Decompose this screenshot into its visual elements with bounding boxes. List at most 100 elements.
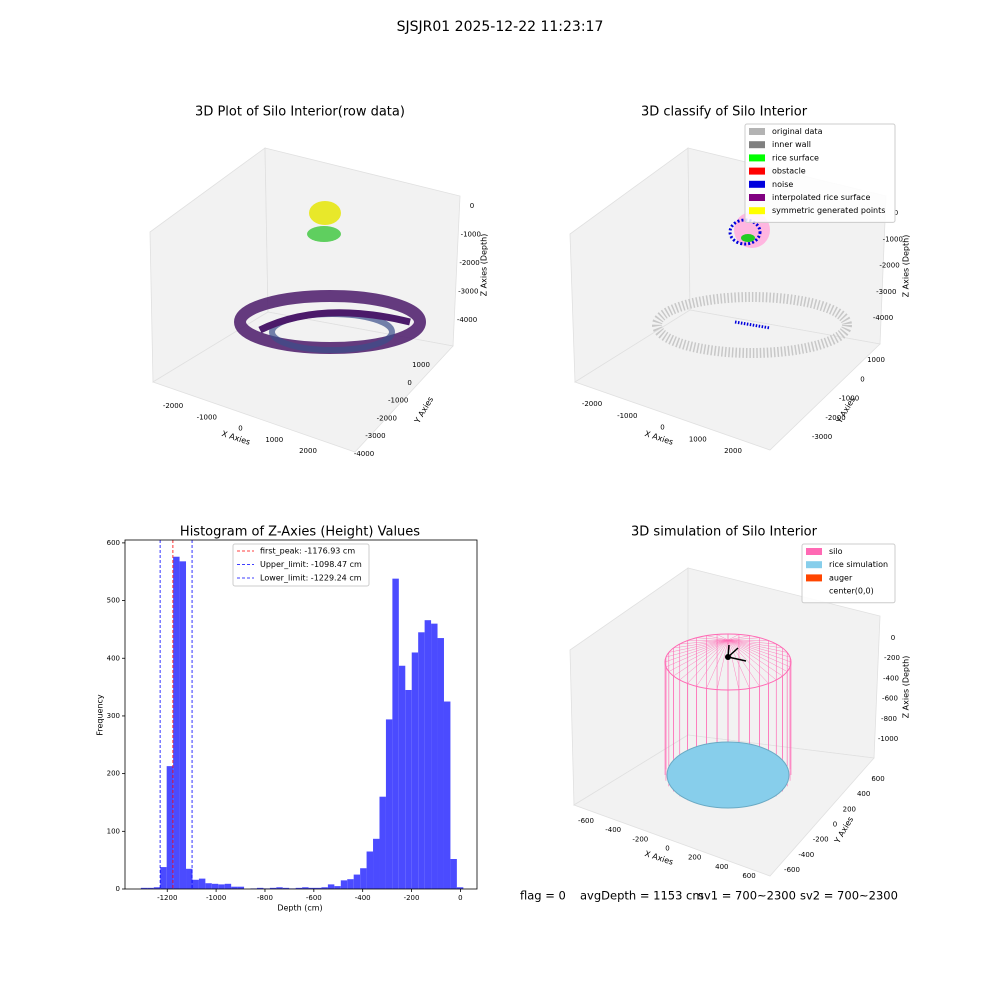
histogram-bar: [360, 868, 367, 889]
silo-wire: [668, 639, 729, 653]
x-tick-label: -2000: [582, 400, 602, 408]
y-tick-label: -2000: [377, 414, 397, 422]
x-tick-label: 200: [688, 854, 701, 862]
z-tick-label: -4000: [457, 316, 477, 324]
histogram-bar: [237, 886, 245, 889]
legend-label: noise: [772, 180, 793, 189]
silo-wire: [727, 639, 777, 645]
silo-wire: [696, 637, 729, 641]
histogram-bar: [269, 887, 277, 889]
silo-wire: [673, 639, 729, 649]
y-tick-label: 400: [857, 790, 870, 798]
y-tick-label: 500: [107, 597, 120, 605]
legend-box: [232, 543, 370, 587]
z-tick-label: -4000: [873, 314, 893, 322]
legend-swatch: [806, 548, 822, 555]
silo-wire: [673, 639, 729, 677]
z-tick-label: 0: [891, 634, 895, 642]
histogram-bar: [192, 879, 199, 889]
legend-swatch: [806, 574, 822, 582]
legend-label: interpolated rice surface: [772, 193, 870, 202]
legend-label: Lower_limit: -1229.24 cm: [260, 574, 362, 583]
silo-wire: [727, 637, 760, 641]
x-tick-label: 0: [458, 894, 462, 902]
axis-label: Z Axies (Depth): [902, 656, 911, 719]
legend-swatch: [806, 561, 822, 569]
histogram-bar: [405, 689, 412, 889]
y-tick-label: 400: [107, 654, 120, 662]
histogram-bar: [166, 766, 174, 889]
histogram-bar: [379, 796, 386, 889]
x-tick-label: 2000: [299, 447, 317, 455]
legend-label: symmetric generated points: [772, 206, 885, 215]
z-tick-label: -2000: [879, 262, 899, 270]
x-tick-label: 0: [660, 424, 664, 432]
y-tick-label: -1000: [839, 395, 859, 403]
silo-wire: [727, 634, 740, 641]
x-tick-label: 0: [238, 425, 242, 433]
histogram-bar: [431, 623, 438, 889]
x-tick-label: -600: [578, 817, 594, 825]
y-tick-label: -4000: [354, 450, 374, 458]
silo-wire: [664, 633, 792, 691]
point-cloud: [258, 309, 411, 334]
axis-label: Z Axies (Depth): [480, 234, 489, 297]
auger: [727, 656, 747, 662]
subplot-title: 3D simulation of Silo Interior: [631, 525, 818, 540]
x-tick-label: 400: [715, 863, 728, 871]
legend-swatch: [749, 167, 765, 175]
silo-wire: [727, 639, 791, 668]
x-axis-label: Depth (cm): [277, 904, 322, 913]
silo-wire: [687, 639, 729, 641]
y-tick-label: -400: [798, 851, 814, 859]
y-tick-label: 1000: [867, 356, 885, 364]
histogram-bar: [308, 887, 315, 889]
z-tick-label: -600: [882, 695, 898, 703]
x-tick-label: -400: [355, 894, 371, 902]
y-tick-label: -3000: [365, 432, 385, 440]
histogram-bar: [353, 874, 361, 889]
silo-wire: [727, 639, 740, 690]
silo-wire: [727, 639, 783, 677]
x-tick-label: -800: [257, 894, 273, 902]
point-cloud: [728, 218, 762, 246]
z-tick-label: -3000: [876, 288, 896, 296]
z-tick-label: -400: [883, 674, 899, 682]
legend-label: rice simulation: [829, 560, 888, 569]
axis-label: Z Axies (Depth): [902, 235, 911, 298]
x-tick-label: -600: [306, 894, 322, 902]
x-tick-label: -1200: [157, 894, 177, 902]
legend-swatch: [749, 194, 765, 201]
y-tick-label: -1000: [388, 397, 408, 405]
subplot-title: 3D classify of Silo Interior: [641, 105, 808, 120]
silo-wire: [716, 639, 729, 690]
y-tick-label: 0: [860, 375, 864, 383]
histogram-bar: [211, 883, 219, 889]
status-text: avgDepth = 1153 cm: [580, 889, 704, 903]
center-marker: [725, 654, 731, 660]
histogram-bar: [314, 887, 322, 889]
legend-swatch: [749, 141, 765, 149]
point-cloud: [309, 201, 341, 225]
legend-label: first_peak: -1176.93 cm: [260, 547, 355, 556]
histogram-bar: [186, 868, 193, 889]
histogram-bar: [256, 887, 264, 889]
histogram-bar: [424, 620, 432, 889]
histogram-bar: [450, 859, 457, 889]
legend-label: inner wall: [772, 140, 811, 149]
legend-swatch: [749, 207, 765, 215]
silo-wire: [665, 639, 729, 658]
histogram-bar: [179, 561, 187, 889]
silo-wire: [727, 639, 788, 672]
y-tick-label: -600: [784, 866, 800, 874]
legend-label: center(0,0): [829, 587, 874, 596]
point-cloud: [307, 226, 341, 242]
x-tick-label: 1000: [265, 436, 283, 444]
histogram-bar: [373, 838, 380, 889]
z-tick-label: -2000: [459, 259, 479, 267]
histogram-bar: [366, 851, 374, 889]
histogram-bar: [392, 578, 399, 889]
rice-surface: [666, 741, 790, 809]
histogram-bar: [334, 886, 341, 889]
status-text: sv1 = 700~2300: [698, 889, 796, 903]
